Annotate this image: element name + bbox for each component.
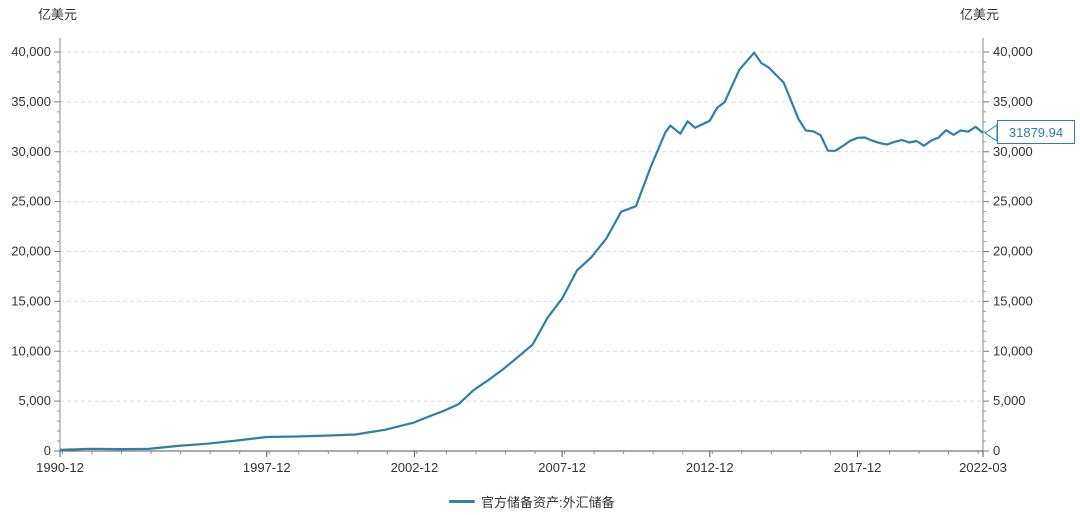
right-tick-label: 15,000 bbox=[993, 293, 1033, 308]
right-tick-label: 5,000 bbox=[993, 393, 1026, 408]
right-tick-label: 0 bbox=[993, 443, 1000, 458]
x-tick-label: 1997-12 bbox=[243, 460, 291, 475]
right-tick-label: 20,000 bbox=[993, 244, 1033, 259]
x-tick-label: 2022-03 bbox=[959, 460, 1007, 475]
right-tick-labels: 0 5,000 10,000 15,000 20,000 25,000 30,000 35,0… bbox=[993, 44, 1033, 458]
legend[interactable]: 官方储备资产:外汇储备 bbox=[449, 492, 615, 511]
legend-swatch bbox=[449, 500, 475, 503]
left-tick-label: 20,000 bbox=[11, 244, 51, 259]
left-minor-ticks bbox=[54, 51, 60, 452]
left-tick-label: 25,000 bbox=[11, 194, 51, 209]
right-tick-label: 30,000 bbox=[993, 144, 1033, 159]
left-tick-label: 10,000 bbox=[11, 343, 51, 358]
x-tick-label: 2007-12 bbox=[538, 460, 586, 475]
last-value-label: 31879.94 bbox=[997, 120, 1075, 144]
last-value-pointer bbox=[984, 124, 998, 142]
right-tick-label: 25,000 bbox=[993, 194, 1033, 209]
left-tick-label: 40,000 bbox=[11, 44, 51, 59]
right-tick-label: 10,000 bbox=[993, 343, 1033, 358]
legend-series-name: 官方储备资产:外汇储备 bbox=[481, 495, 615, 510]
series-line[interactable] bbox=[59, 51, 984, 451]
left-tick-label: 5,000 bbox=[18, 393, 51, 408]
x-tick-label: 2012-12 bbox=[686, 460, 734, 475]
grid bbox=[60, 51, 983, 402]
left-tick-label: 30,000 bbox=[11, 144, 51, 159]
right-unit-label: 亿美元 bbox=[960, 7, 999, 22]
x-minor-ticks bbox=[59, 451, 984, 457]
left-tick-label: 0 bbox=[44, 443, 51, 458]
left-unit-label: 亿美元 bbox=[38, 7, 77, 22]
left-tick-label: 35,000 bbox=[11, 94, 51, 109]
right-tick-label: 35,000 bbox=[993, 94, 1033, 109]
x-tick-label: 2002-12 bbox=[391, 460, 439, 475]
left-tick-label: 15,000 bbox=[11, 293, 51, 308]
x-tick-label: 2017-12 bbox=[834, 460, 882, 475]
right-tick-label: 40,000 bbox=[993, 44, 1033, 59]
left-tick-labels: 0 5,000 10,000 15,000 20,000 25,000 30,000 35,0… bbox=[11, 44, 51, 458]
x-tick-labels: 1990-12 1997-12 2002-12 2007-12 2012-12 2017-… bbox=[36, 460, 1007, 475]
x-tick-label: 1990-12 bbox=[36, 460, 84, 475]
right-minor-ticks bbox=[983, 51, 989, 452]
